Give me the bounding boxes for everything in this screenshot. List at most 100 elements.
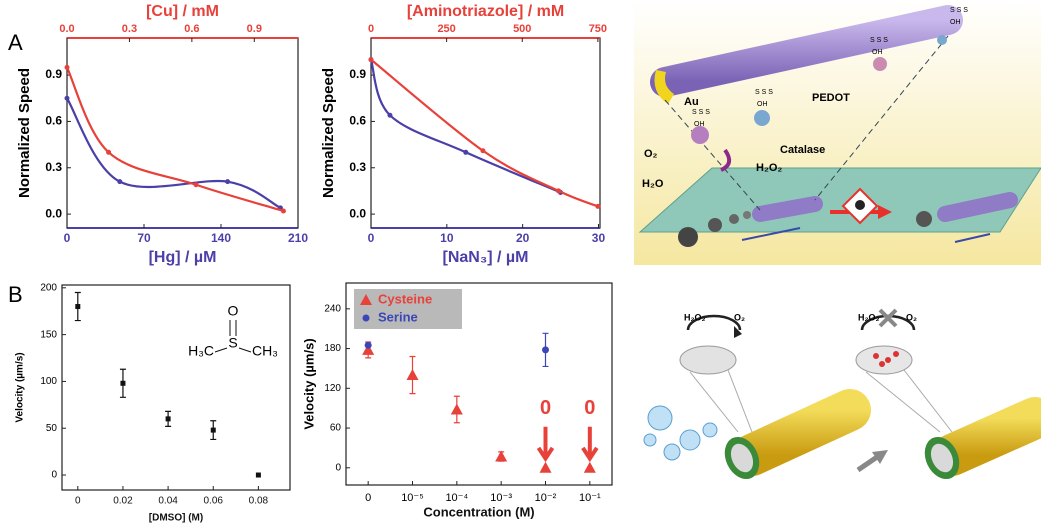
x2-tick-label: 0: [368, 23, 374, 35]
x2-tick-label: 750: [589, 23, 607, 35]
chart: 0.00.30.60.90701402100.00.30.60.9[Hg] / …: [16, 3, 308, 266]
x2-tick-label: 0.0: [59, 23, 74, 35]
y-tick-label: 60: [330, 423, 342, 434]
x-tick-label: 0.04: [158, 496, 178, 507]
y-tick-label: 0: [335, 462, 341, 473]
x-tick-label: 10⁻⁵: [401, 492, 424, 504]
legend-label: Serine: [378, 309, 418, 324]
marker: [540, 462, 552, 473]
x-tick-label: 10⁻²: [535, 492, 557, 504]
structure-label: S: [228, 335, 237, 351]
marker: [194, 182, 199, 187]
y-tick-label: 100: [40, 376, 57, 387]
label: Catalase: [780, 144, 825, 156]
annotation: 0: [584, 397, 595, 419]
marker: [542, 346, 549, 353]
marker: [365, 342, 372, 349]
marker: [480, 148, 485, 153]
label: OH: [872, 49, 883, 56]
plot-frame: [62, 285, 290, 490]
marker: [363, 315, 370, 322]
y-tick-label: 0: [51, 470, 57, 481]
plot-frame: [67, 38, 298, 228]
x-tick-label: 10⁻¹: [579, 492, 601, 504]
y-axis-label: Normalized Speed: [320, 68, 337, 198]
panel-label: B: [8, 282, 23, 307]
marker: [120, 381, 125, 386]
y-tick-label: 50: [46, 423, 58, 434]
x2-axis-label: [Aminotriazole] / mM: [407, 3, 564, 20]
x-tick-label: 0: [64, 231, 71, 245]
structure-label: CH₃: [252, 343, 278, 359]
x2-tick-label: 500: [513, 23, 531, 35]
marker: [495, 451, 507, 462]
y-tick-label: 200: [40, 282, 57, 293]
x-axis-label: [NaN₃] / µM: [443, 249, 529, 266]
line: [371, 60, 561, 193]
x-tick-label: 0.02: [113, 496, 133, 507]
x-axis-label: [DMSO] (M): [149, 513, 203, 524]
marker: [281, 209, 286, 214]
marker: [451, 403, 463, 414]
label: S S S: [755, 89, 773, 96]
y-tick-label: 0.0: [45, 206, 62, 220]
y-tick-label: 0.3: [45, 160, 62, 174]
line: [371, 60, 598, 207]
y-tick-label: 0.9: [349, 67, 366, 81]
illustration-top: Au PEDOT Catalase O₂ H₂O H₂O₂ S S S OH S…: [634, 0, 1041, 265]
x-axis-label: [Hg] / µM: [149, 249, 217, 266]
y-tick-label: 0.6: [45, 114, 62, 128]
label: O₂: [906, 312, 917, 322]
label: S S S: [692, 109, 710, 116]
x-tick-label: 10⁻⁴: [445, 492, 468, 504]
y-tick-label: 180: [324, 343, 341, 354]
x-tick-label: 0: [368, 231, 375, 245]
y-axis-label: Normalized Speed: [16, 68, 33, 198]
marker: [556, 188, 561, 193]
y-tick-label: 0.9: [45, 67, 62, 81]
illustration-bottom: H₂O₂ O₂ H₂O₂ O₂: [644, 310, 1035, 485]
plot-frame: [371, 38, 600, 228]
marker: [106, 150, 111, 155]
label: S S S: [950, 7, 968, 14]
label: H₂O₂: [756, 162, 782, 174]
x-tick-label: 10: [440, 231, 454, 245]
structure-label: H₃C: [188, 343, 214, 359]
marker: [407, 369, 419, 380]
label: H₂O₂: [684, 312, 706, 322]
y-tick-label: 0.3: [349, 160, 366, 174]
x-tick-label: 20: [516, 231, 530, 245]
x-tick-label: 70: [137, 231, 151, 245]
label: H₂O₂: [858, 312, 880, 322]
label: PEDOT: [812, 92, 850, 104]
y-tick-label: 0.0: [349, 206, 366, 220]
marker: [225, 179, 230, 184]
line: [67, 98, 280, 208]
marker: [166, 416, 171, 421]
x2-tick-label: 0.3: [122, 23, 137, 35]
annotation: 0: [540, 397, 551, 419]
label: OH: [950, 19, 961, 26]
x-tick-label: 0.08: [249, 496, 269, 507]
x2-axis-label: [Cu] / mM: [146, 3, 219, 20]
x2-tick-label: 0.6: [184, 23, 199, 35]
marker: [65, 96, 70, 101]
x-tick-label: 140: [211, 231, 231, 245]
label: H₂O: [642, 178, 664, 190]
y-tick-label: 150: [40, 329, 57, 340]
label: O₂: [644, 148, 658, 160]
y-axis-label: Velocity (µm/s): [15, 352, 26, 422]
marker: [65, 65, 70, 70]
marker: [584, 462, 596, 473]
y-tick-label: 120: [324, 383, 341, 394]
structure-label: O: [228, 303, 239, 319]
figure: A B Au PEDOT Catalase O₂ H₂O H₂O₂ S S S …: [0, 0, 1041, 525]
y-tick-label: 240: [324, 303, 341, 314]
x-tick-label: 10⁻³: [490, 492, 512, 504]
annotation-arrow: [539, 427, 553, 459]
x-tick-label: 0: [75, 496, 81, 507]
marker: [117, 179, 122, 184]
